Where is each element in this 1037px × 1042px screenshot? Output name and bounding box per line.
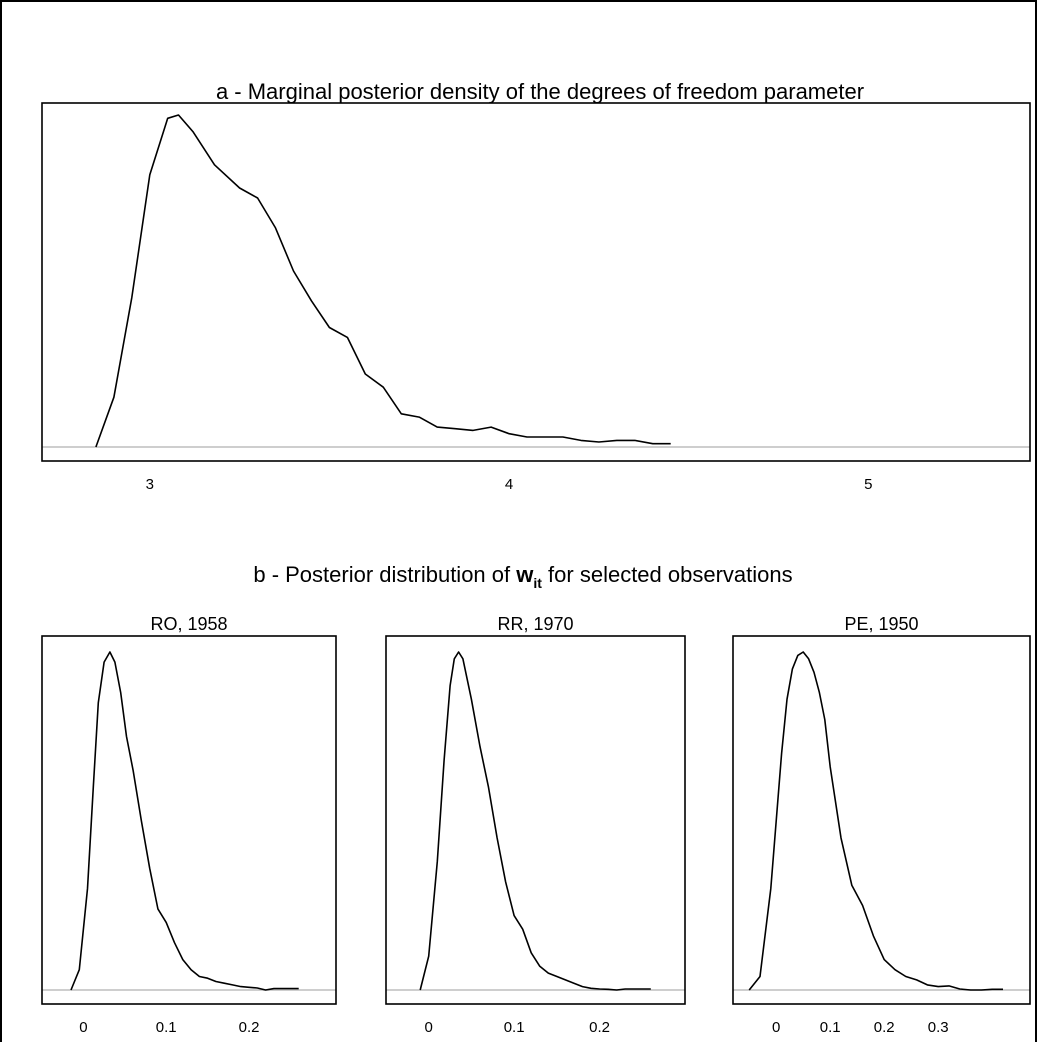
x-tick-label: 0.2 [874,1019,895,1036]
plot-frame [732,635,1031,1005]
panel-ro-1958: 0 0.1 0.2 RO, 1958 [41,614,337,1036]
panel-b-title-subscript: it [533,575,542,591]
x-tick-label: 0 [425,1019,433,1036]
x-tick-label: 0.3 [928,1019,949,1036]
plots-group: 3 4 5 0 0.1 0.2 RO, 1958 0 0.1 0.2 RR, 1970 0 0.1 0.2… [41,102,1031,1036]
panel-rr-1970: 0 0.1 0.2 RR, 1970 [385,614,686,1036]
panel-a-title: a - Marginal posterior density of the de… [216,79,864,104]
density-curve [70,651,299,991]
subplot-title: RR, 1970 [497,614,573,634]
panel-pe-1950: 0 0.1 0.2 0.3 PE, 1950 [732,614,1031,1036]
x-tick-label: 5 [864,476,872,493]
panel-b-title-prefix: b - Posterior distribution of [253,562,516,587]
panel-a: 3 4 5 [41,102,1031,493]
x-tick-label: 0.2 [239,1019,260,1036]
panel-b-title: b - Posterior distribution of wit for se… [253,562,792,591]
x-tick-label: 0.1 [156,1019,177,1036]
density-curve [748,651,1003,991]
density-curve [95,114,671,448]
x-tick-label: 0 [772,1019,780,1036]
x-tick-label: 0.1 [504,1019,525,1036]
subplot-title: PE, 1950 [844,614,918,634]
x-tick-label: 3 [146,476,154,493]
subplot-title: RO, 1958 [150,614,227,634]
density-curve [419,651,651,991]
plot-frame [41,102,1031,462]
panel-b-title-suffix: for selected observations [542,562,793,587]
panel-b-title-var: w [515,562,534,587]
x-tick-label: 0 [79,1019,87,1036]
plot-frame [385,635,686,1005]
x-tick-label: 0.1 [820,1019,841,1036]
x-tick-label: 4 [505,476,513,493]
x-tick-label: 0.2 [589,1019,610,1036]
plot-frame [41,635,337,1005]
